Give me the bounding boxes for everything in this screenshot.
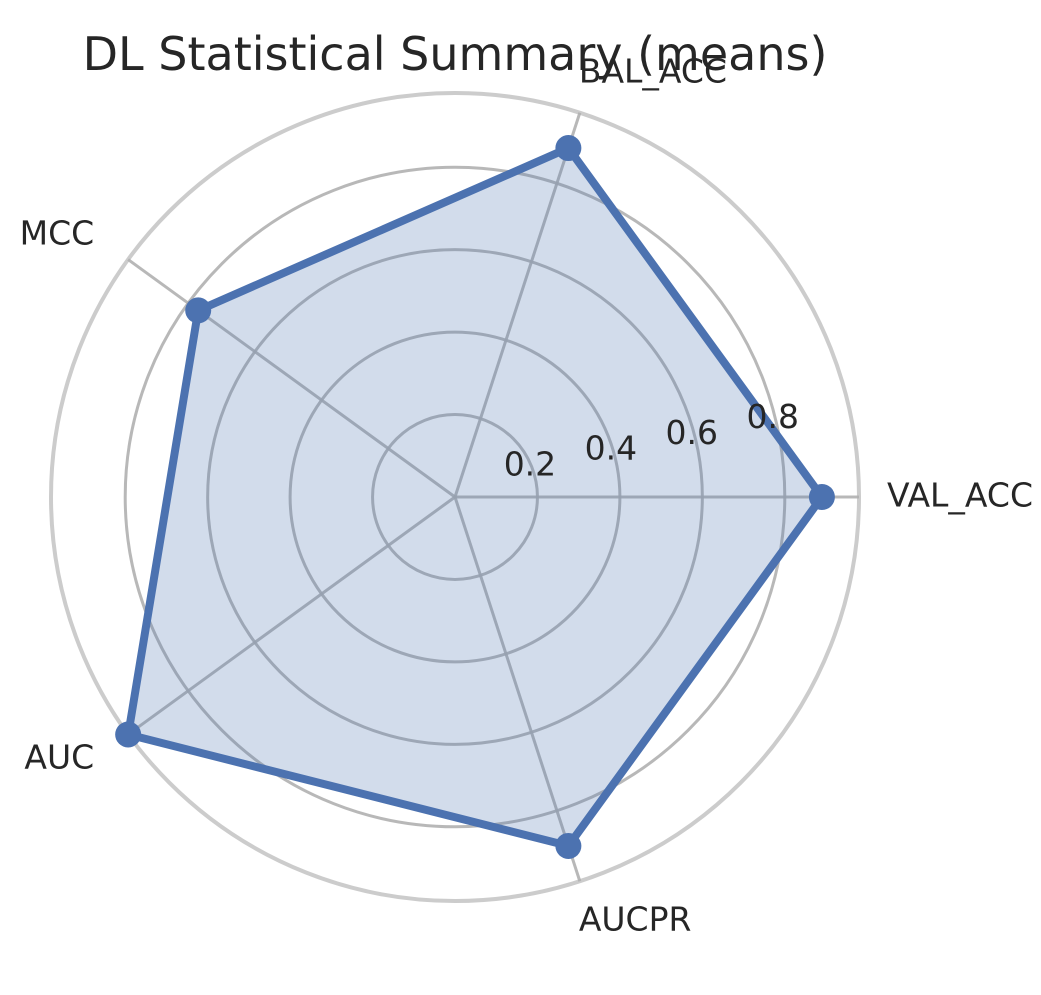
category-label-mcc: MCC [20, 213, 95, 252]
data-point-bal-acc [555, 135, 582, 162]
chart-title: DL Statistical Summary (means) [83, 27, 828, 81]
data-point-aucpr [555, 832, 582, 859]
series-layer [115, 135, 835, 859]
series-line [124, 144, 826, 850]
category-label-aucpr: AUCPR [579, 900, 692, 939]
radial-tick-label: 0.6 [666, 413, 718, 452]
radial-tick-label: 0.4 [585, 429, 637, 468]
category-label-bal-acc: BAL_ACC [579, 51, 727, 90]
spoke-bal-acc [453, 112, 582, 498]
data-point-auc [115, 721, 142, 748]
category-label-val-acc: VAL_ACC [887, 476, 1033, 515]
spoke-mcc [127, 258, 456, 499]
label-layer: 0.2 0.4 0.6 0.8 VAL_ACC BAL_ACC MCC AUC AUCPR [20, 51, 1033, 938]
category-label-auc: AUC [24, 738, 94, 777]
grid-layer [49, 91, 861, 903]
series-area [128, 148, 822, 846]
spoke-auc [127, 495, 456, 736]
radial-tick-label: 0.2 [504, 444, 556, 483]
data-point-val-acc [808, 484, 835, 510]
data-point-mcc [185, 297, 212, 324]
spoke-aucpr [453, 496, 582, 882]
radial-tick-label: 0.8 [746, 397, 798, 436]
